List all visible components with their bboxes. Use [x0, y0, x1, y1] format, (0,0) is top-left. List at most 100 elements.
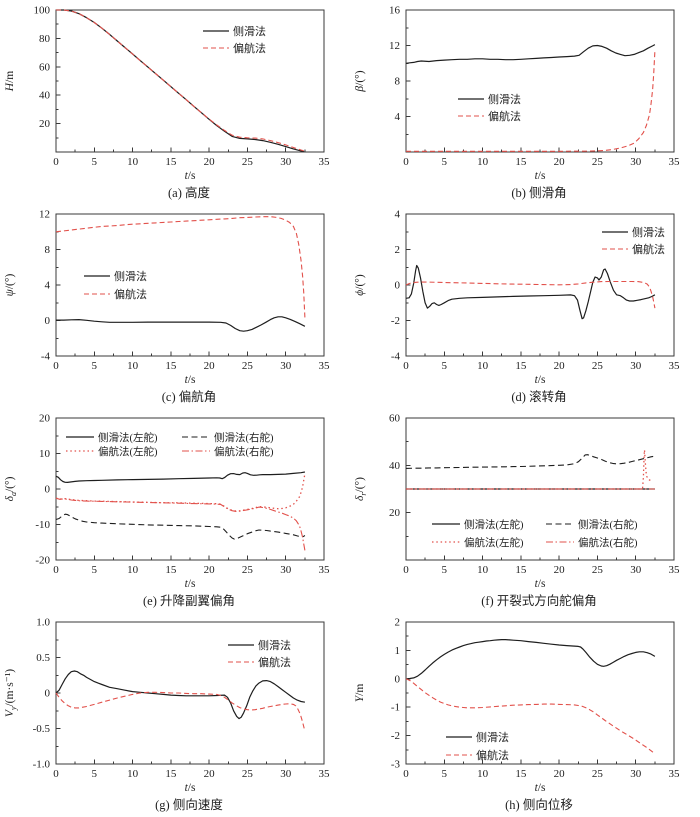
legend-label: 偏航法(左舵)	[98, 445, 158, 458]
y-tick-label: -1.0	[33, 759, 51, 771]
series-line-侧滑法	[405, 639, 656, 680]
x-tick-label: 5	[442, 360, 448, 372]
legend-label: 侧滑法(右舵)	[578, 518, 638, 531]
y-tick-label: 8	[395, 76, 401, 88]
y-tick-label: 0	[45, 484, 51, 496]
chart-f-caption: (f) 开裂式方向舵偏角	[481, 594, 597, 608]
x-tick-label: 30	[280, 360, 292, 372]
y-tick-label: 2	[395, 617, 401, 629]
legend-label: 侧滑法	[114, 269, 147, 283]
legend-label: 偏航法	[114, 287, 147, 301]
legend-label: 侧滑法(左舵)	[98, 431, 158, 444]
legend-label: 偏航法(右舵)	[214, 445, 274, 458]
chart-panel-f-split-rudder-deflection: 0 5 10 15 20 25 30 35 20 40 60 侧滑法(左舵) 侧滑法(右舵) 偏航法(左舵…	[350, 408, 700, 612]
chart-panel-e-elevon-deflection: 0 5 10 15 20 25 30 35 -20 -10 0 10 20 侧滑法(左舵) 侧滑法(右舵) 偏…	[0, 408, 350, 612]
x-tick-label: 15	[515, 156, 527, 168]
x-tick-label: 15	[165, 564, 177, 576]
x-tick-label: 30	[280, 768, 292, 780]
y-axis-label: ϕ/(°)	[354, 274, 366, 296]
legend: 侧滑法(左舵) 侧滑法(右舵) 偏航法(左舵) 偏航法(右舵)	[66, 431, 274, 458]
y-tick-label: -2	[391, 730, 400, 742]
x-tick-label: 15	[515, 360, 527, 372]
series-line-偏航法(左舵)	[55, 473, 306, 512]
series-line-侧滑法(右舵)	[405, 454, 655, 469]
x-tick-label: 5	[442, 564, 448, 576]
x-tick-label: 10	[477, 564, 489, 576]
x-tick-label: 30	[630, 156, 642, 168]
legend-label: 偏航法	[476, 748, 509, 762]
legend-label: 偏航法(右舵)	[578, 536, 638, 549]
y-tick-label: 0.5	[36, 652, 50, 664]
x-tick-label: 15	[515, 768, 527, 780]
y-tick-label: 0	[45, 315, 51, 327]
x-tick-label: 25	[242, 156, 254, 168]
series-group	[56, 9, 306, 153]
y-tick-label: -4	[41, 351, 51, 363]
x-tick-label: 35	[669, 360, 681, 372]
legend-label: 侧滑法	[258, 638, 291, 652]
y-tick-label: 8	[45, 244, 51, 256]
y-tick-label: 80	[39, 33, 51, 45]
x-tick-label: 5	[442, 768, 448, 780]
chart-f-canvas: 0 5 10 15 20 25 30 35 20 40 60 侧滑法(左舵) 侧滑法(右舵) 偏航法(左舵…	[354, 413, 680, 591]
x-tick-label: 25	[592, 564, 604, 576]
x-tick-label: 15	[165, 768, 177, 780]
x-tick-label: 30	[280, 564, 292, 576]
x-axis: 0 5 10 15 20 25 30 35	[403, 759, 681, 780]
legend-label: 偏航法	[488, 109, 521, 123]
x-tick-label: 5	[92, 156, 98, 168]
y-tick-label: 4	[45, 280, 51, 292]
y-tick-label: -20	[35, 555, 50, 567]
x-tick-label: 30	[630, 564, 642, 576]
y-axis: 20 40 60 80 100	[34, 5, 61, 153]
series-line-偏航法	[55, 691, 306, 732]
x-tick-label: 20	[554, 768, 566, 780]
y-tick-label: 12	[39, 209, 50, 221]
y-tick-label: 0	[45, 688, 51, 700]
x-tick-label: 35	[669, 768, 681, 780]
y-tick-label: 16	[389, 5, 401, 17]
y-axis: -20 -10 0 10 20	[35, 413, 61, 567]
x-tick-label: 35	[319, 768, 331, 780]
y-axis-label: β/(°)	[354, 70, 366, 92]
x-tick-label: 5	[92, 768, 98, 780]
x-tick-label: 35	[669, 156, 681, 168]
series-group	[55, 216, 306, 332]
series-line-偏航法	[405, 280, 656, 309]
x-axis: 0 5 10 15 20 25 30 35	[403, 555, 680, 576]
x-axis-label: t/s	[185, 782, 196, 794]
x-tick-label: 15	[515, 564, 527, 576]
y-tick-label: 100	[34, 5, 51, 17]
y-tick-label: -1	[391, 702, 400, 714]
y-tick-label: 12	[389, 40, 400, 52]
y-axis-label: Y/m	[354, 684, 366, 703]
legend-label: 侧滑法(左舵)	[464, 518, 524, 531]
legend-label: 偏航法	[632, 242, 665, 256]
chart-panel-g-lateral-velocity: 0 5 10 15 20 25 30 35 -1.0 -0.5 0 0.5 1.0 侧滑法 偏航法 t/s Vy…	[0, 612, 350, 816]
chart-g-caption: (g) 侧向速度	[155, 798, 223, 812]
x-axis-label: t/s	[535, 374, 546, 386]
y-tick-label: 10	[39, 448, 51, 460]
series-line-偏航法(左舵)	[406, 449, 653, 490]
x-axis: 0 5 10 15 20 25 30 35	[53, 147, 330, 168]
series-group	[405, 44, 656, 152]
y-tick-label: 1	[395, 645, 401, 657]
x-axis: 0 5 10 15 20 25 30 35	[53, 555, 330, 576]
x-tick-label: 25	[242, 564, 254, 576]
chart-panel-d-roll-angle: 0 5 10 15 20 25 30 35 -4 -2 0 2 4 侧滑法 偏航法 t/s ϕ/(°) (d) …	[350, 204, 700, 408]
series-line-侧滑法(右舵)	[55, 513, 306, 540]
chart-c-caption: (c) 偏航角	[161, 390, 217, 404]
x-axis-label: t/s	[185, 578, 196, 590]
y-axis: 4 8 12 16	[389, 5, 411, 153]
chart-h-caption: (h) 侧向位移	[505, 798, 573, 812]
x-axis: 0 5 10 15 20 25 30 35	[403, 147, 681, 168]
